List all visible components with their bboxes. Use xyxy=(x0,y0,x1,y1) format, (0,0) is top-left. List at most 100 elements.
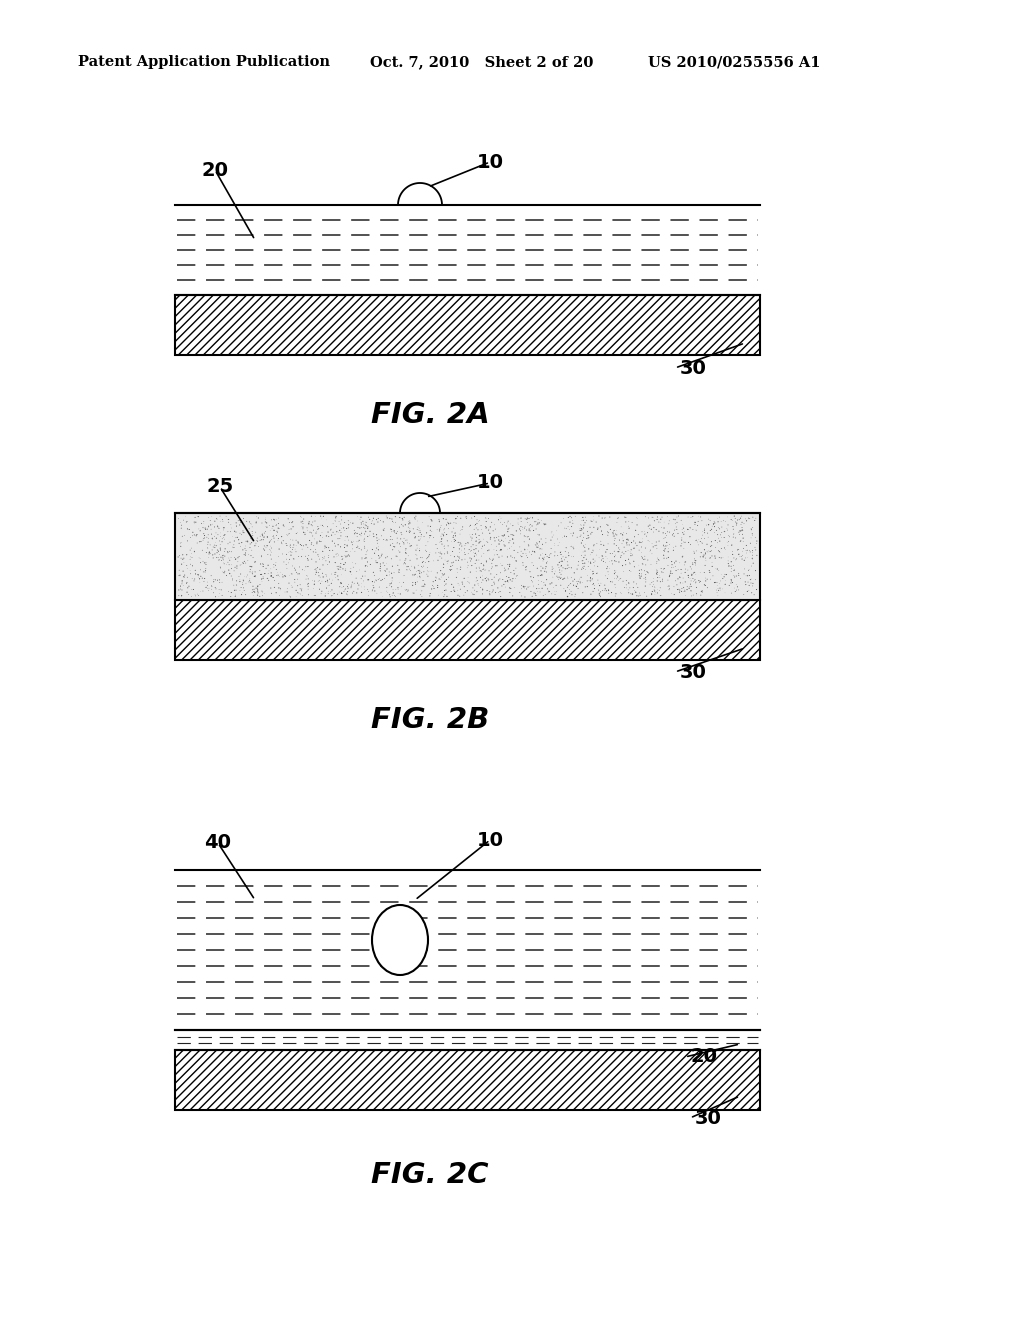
Point xyxy=(449,558,465,579)
Point xyxy=(640,531,656,552)
Point xyxy=(355,529,372,550)
Point xyxy=(343,577,359,598)
Point xyxy=(314,527,331,548)
Point xyxy=(392,583,409,605)
Point xyxy=(512,536,528,557)
Point xyxy=(546,524,562,545)
Point xyxy=(658,525,675,546)
Point xyxy=(412,561,428,582)
Point xyxy=(670,558,686,579)
Point xyxy=(212,506,228,527)
Point xyxy=(518,578,535,599)
Point xyxy=(357,546,374,568)
Point xyxy=(333,572,349,593)
Point xyxy=(531,531,548,552)
Point xyxy=(703,535,720,556)
Point xyxy=(672,573,688,594)
Point xyxy=(733,513,750,535)
Point xyxy=(296,560,312,581)
Point xyxy=(595,579,611,601)
Point xyxy=(171,579,187,601)
Point xyxy=(697,541,714,562)
Point xyxy=(686,550,702,572)
Point xyxy=(244,562,260,583)
Point xyxy=(575,546,592,568)
Point xyxy=(554,569,570,590)
Point xyxy=(219,521,236,543)
Point xyxy=(471,557,487,578)
Point xyxy=(438,515,455,536)
Point xyxy=(590,573,606,594)
Point xyxy=(328,552,344,573)
Point xyxy=(560,543,577,564)
Point xyxy=(721,574,737,595)
Point xyxy=(263,510,280,531)
Point xyxy=(274,533,291,554)
Point xyxy=(468,570,484,591)
Point xyxy=(367,572,383,593)
Point xyxy=(422,520,438,541)
Point xyxy=(337,558,353,579)
Point xyxy=(369,531,385,552)
Point xyxy=(725,516,741,537)
Point xyxy=(403,535,420,556)
Point xyxy=(371,528,387,549)
Point xyxy=(648,535,665,556)
Point xyxy=(389,532,406,553)
Text: 40: 40 xyxy=(205,833,231,853)
Point xyxy=(500,521,516,543)
Point xyxy=(459,557,475,578)
Point xyxy=(287,569,303,590)
Point xyxy=(478,581,495,602)
Point xyxy=(504,546,520,568)
Point xyxy=(568,576,585,597)
Point xyxy=(602,543,618,564)
Point xyxy=(518,545,535,566)
Point xyxy=(317,564,334,585)
Point xyxy=(732,520,749,541)
Point xyxy=(590,579,606,601)
Point xyxy=(529,537,546,558)
Point xyxy=(611,569,628,590)
Point xyxy=(674,578,690,599)
Point xyxy=(284,564,300,585)
Point xyxy=(467,524,483,545)
Point xyxy=(499,566,515,587)
Point xyxy=(553,564,569,585)
Point xyxy=(246,566,262,587)
Point xyxy=(523,581,540,602)
Point xyxy=(738,535,755,556)
Point xyxy=(742,573,759,594)
Point xyxy=(187,564,204,585)
Point xyxy=(748,527,764,548)
Point xyxy=(204,528,220,549)
Point xyxy=(404,582,421,603)
Point xyxy=(698,533,715,554)
Point xyxy=(337,578,353,599)
Point xyxy=(251,531,267,552)
Point xyxy=(380,582,396,603)
Point xyxy=(703,535,720,556)
Point xyxy=(682,576,698,597)
Point xyxy=(222,586,239,607)
Point xyxy=(557,581,573,602)
Point xyxy=(397,539,414,560)
Point xyxy=(687,513,703,535)
Point xyxy=(415,556,431,577)
Point xyxy=(282,541,298,562)
Point xyxy=(466,506,482,527)
Point xyxy=(510,513,526,535)
Point xyxy=(354,565,371,586)
Point xyxy=(282,586,298,607)
Point xyxy=(539,545,555,566)
Point xyxy=(309,532,326,553)
Point xyxy=(682,535,698,556)
Point xyxy=(407,527,423,548)
Point xyxy=(335,548,351,569)
Point xyxy=(498,560,514,581)
Point xyxy=(532,544,549,565)
Point xyxy=(525,520,542,541)
Point xyxy=(378,548,394,569)
Point xyxy=(563,536,580,557)
Point xyxy=(283,576,299,597)
